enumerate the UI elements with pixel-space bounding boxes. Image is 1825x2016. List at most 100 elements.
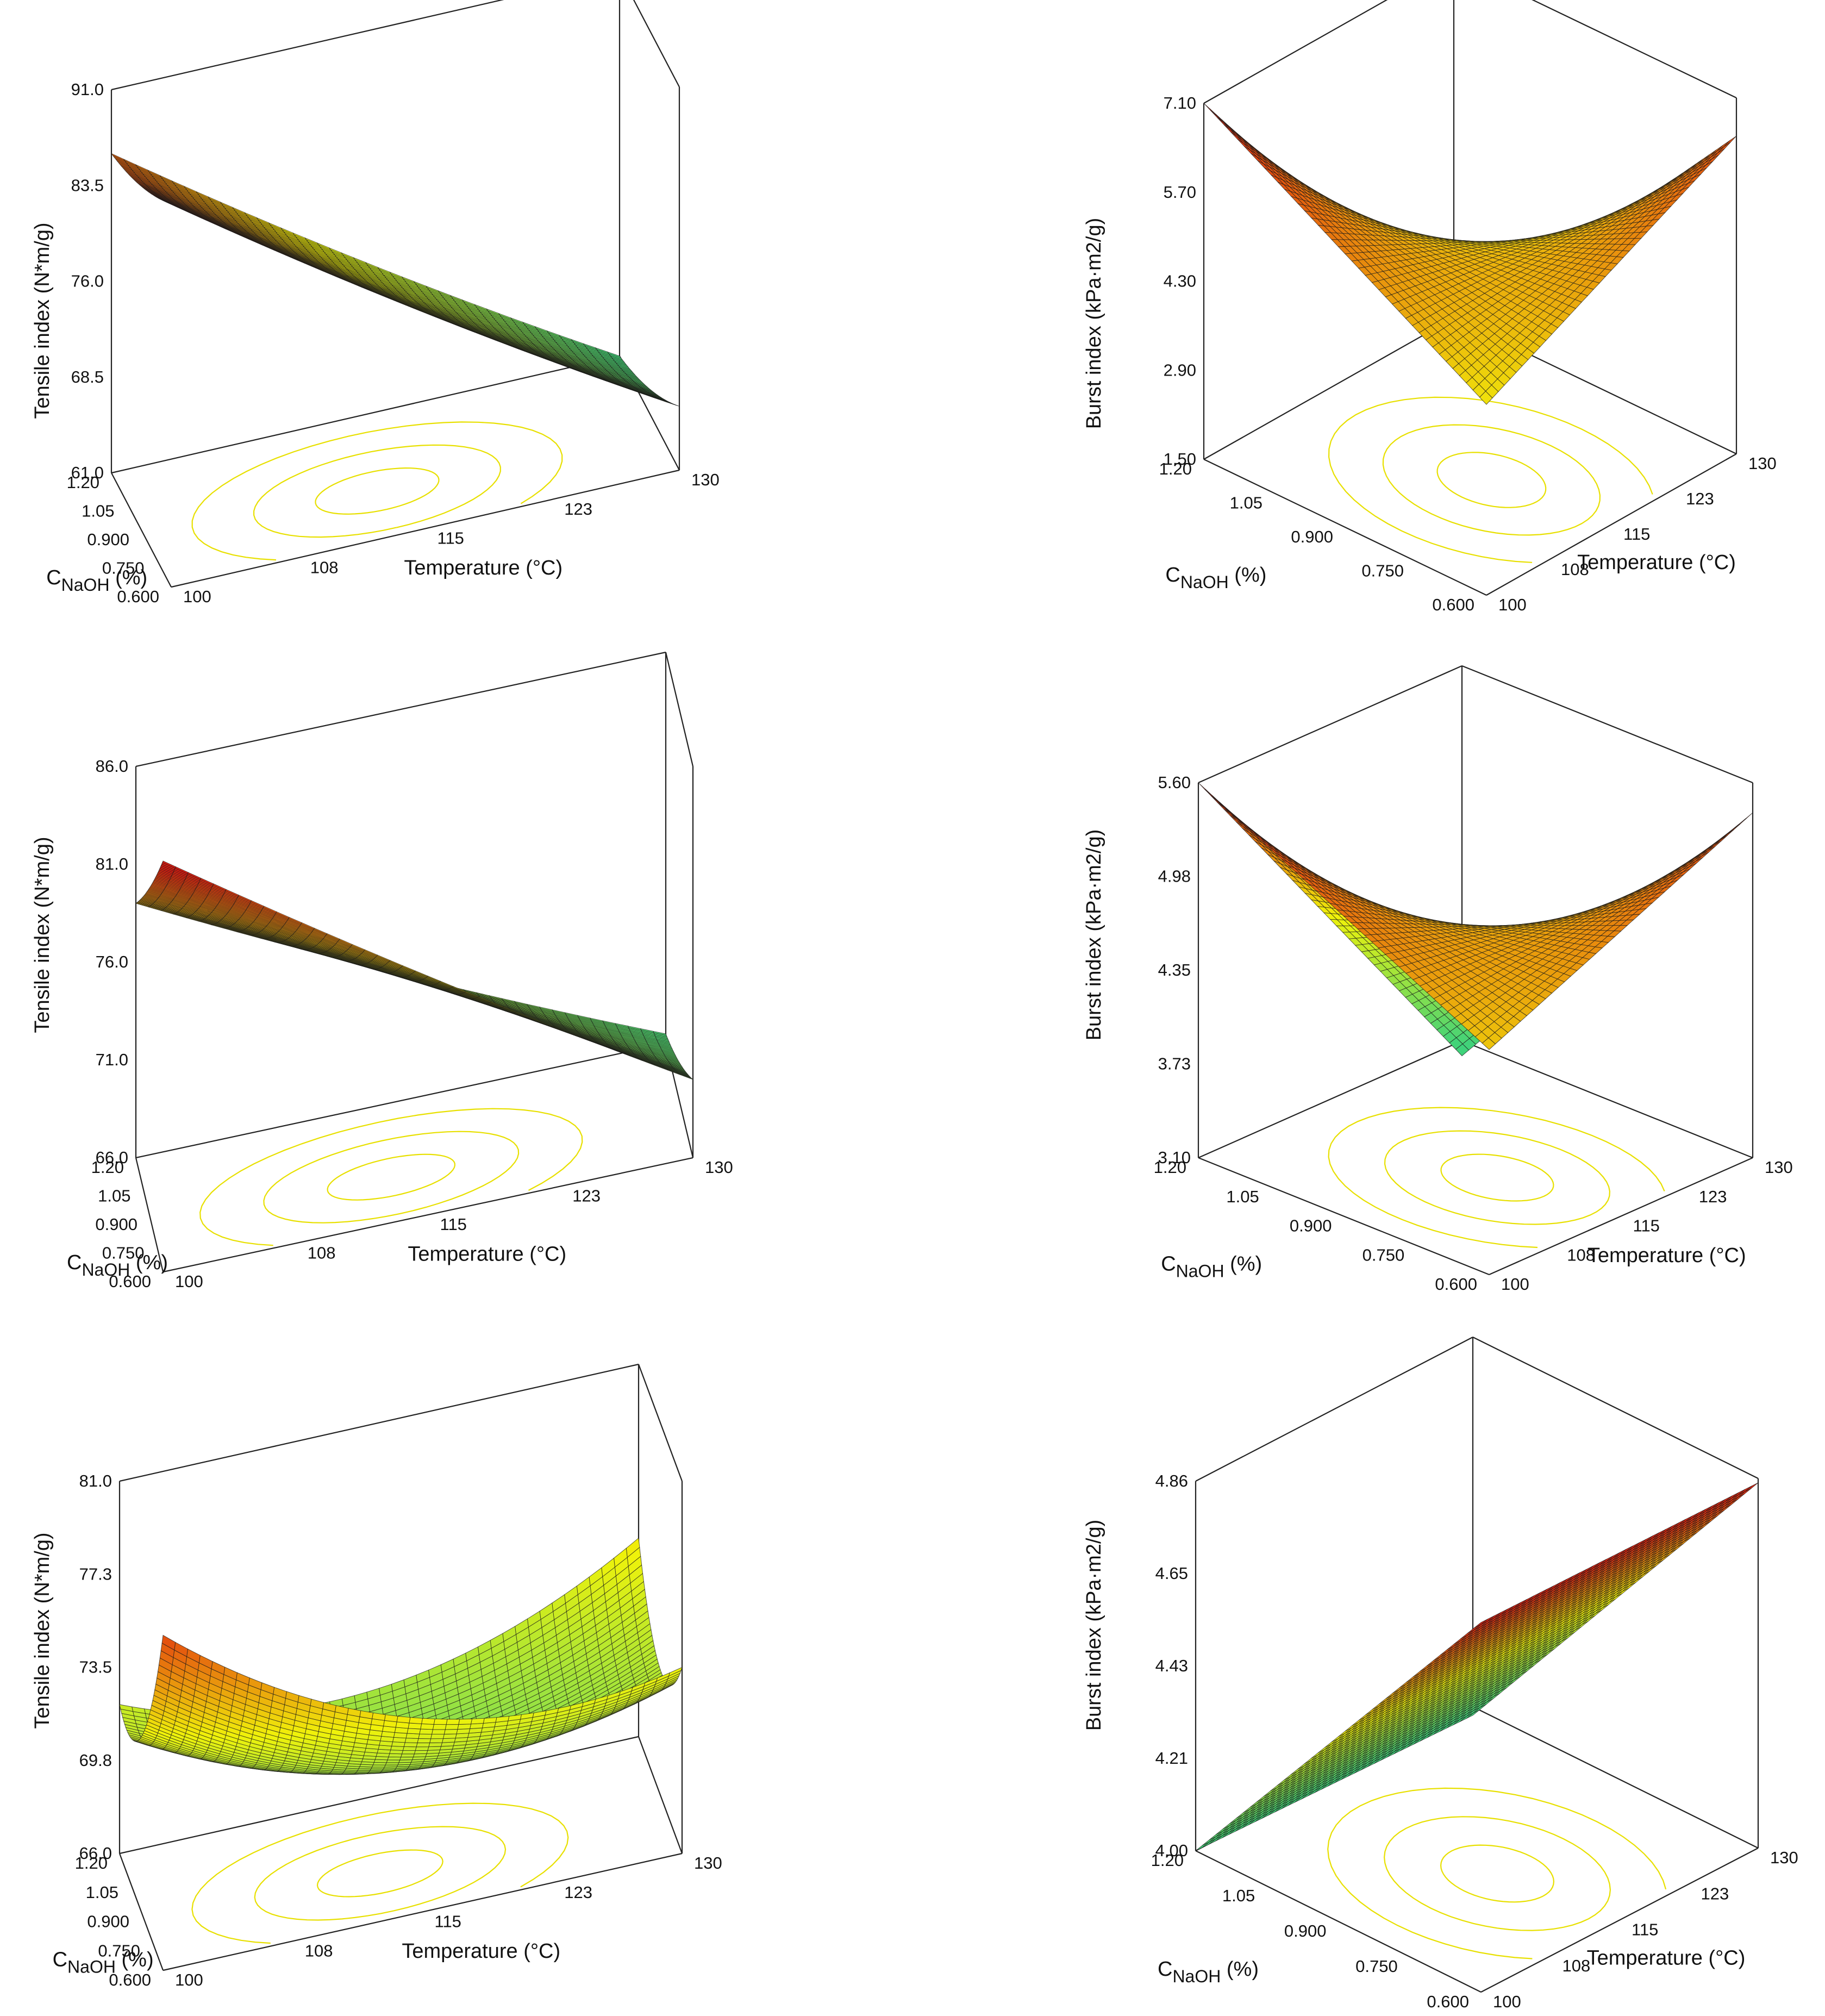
x-axis-title: CNaOH (%): [46, 566, 147, 595]
y-tick-label: 115: [1632, 1920, 1658, 1939]
x-tick-label: 0.600: [109, 1970, 151, 1989]
z-tick-label: 81.0: [79, 1471, 112, 1490]
y-tick-label: 123: [1701, 1884, 1729, 1903]
y-tick-label: 100: [175, 1970, 203, 1989]
x-axis-title: CNaOH (%): [53, 1949, 154, 1977]
x-tick-label: 0.750: [98, 1941, 140, 1960]
z-axis-title: Tensile index (N*m/g): [31, 222, 54, 419]
axes-box: [1197, 665, 1754, 1276]
x-tick-label: 0.900: [87, 530, 129, 549]
contour-line: [327, 1153, 456, 1201]
chart-panel-6: 4.00 4.21 4.43 4.65 4.86 1.20 1.05 0.900 0.750 0.…: [1083, 1337, 1798, 2011]
y-tick-label: 100: [1501, 1275, 1529, 1294]
z-tick-label: 4.65: [1155, 1564, 1188, 1583]
z-tick-label: 91.0: [71, 80, 104, 99]
x-tick-label: 0.600: [1432, 595, 1474, 614]
contour-line: [191, 1802, 569, 1944]
x-axis-ticks: 1.20 1.05 0.900 0.750 0.600: [1151, 1851, 1469, 2011]
x-tick-label: 0.600: [1435, 1275, 1477, 1294]
x-tick-label: 1.20: [75, 1853, 108, 1873]
axis-edge: [1480, 1848, 1759, 1993]
y-tick-label: 115: [1633, 1216, 1660, 1235]
x-axis-ticks: 1.20 1.05 0.900 0.750 0.600: [1154, 1158, 1477, 1294]
chart-panel-3: 66.0 71.0 76.0 81.0 86.0 1.20 1.05 0.900 0.750 0.…: [31, 651, 733, 1291]
x-axis-title: CNaOH (%): [1158, 1958, 1259, 1986]
axis-edge: [135, 1157, 164, 1272]
y-tick-label: 108: [1561, 560, 1589, 579]
y-axis-title: Temperature (°C): [1577, 551, 1736, 574]
z-tick-label: 83.5: [71, 176, 104, 195]
y-axis-title: Temperature (°C): [408, 1243, 566, 1266]
x-axis-ticks: 1.20 1.05 0.900 0.750 0.600: [67, 473, 159, 606]
axis-edge: [1461, 1040, 1753, 1159]
axis-edge: [1198, 665, 1462, 784]
response-surface: [1203, 103, 1737, 405]
y-tick-label: 130: [691, 470, 720, 489]
z-tick-label: 71.0: [96, 1050, 128, 1069]
y-tick-label: 108: [1562, 1956, 1591, 1975]
z-tick-label: 73.5: [79, 1658, 112, 1677]
y-tick-label: 100: [1498, 595, 1527, 614]
x-tick-label: 0.900: [1284, 1921, 1327, 1940]
axis-edge: [1195, 1337, 1473, 1482]
y-tick-label: 108: [310, 558, 339, 577]
x-tick-label: 1.05: [98, 1187, 130, 1206]
z-axis-title: Tensile index (N*m/g): [31, 837, 54, 1033]
axis-edge: [171, 469, 680, 588]
y-tick-label: 108: [305, 1941, 333, 1960]
z-tick-label: 3.10: [1158, 1148, 1191, 1167]
axis-edge: [1198, 1157, 1490, 1276]
z-tick-label: 1.50: [1164, 450, 1196, 469]
y-tick-label: 108: [308, 1244, 336, 1263]
x-tick-label: 1.05: [82, 502, 114, 521]
y-tick-label: 100: [183, 587, 211, 606]
y-tick-label: 123: [564, 500, 592, 519]
contour-line: [1384, 1130, 1611, 1225]
axis-edge: [1195, 1850, 1482, 1993]
chart-panel-2: 1.50 2.90 4.30 5.70 7.10 1.20 1.05 0.900 0.750 0.…: [1083, 0, 1777, 614]
z-tick-label: 5.60: [1158, 773, 1191, 792]
z-tick-label: 68.5: [71, 367, 104, 386]
y-tick-label: 123: [1686, 489, 1714, 508]
chart-panel-5: 66.0 69.8 73.5 77.3 81.0 1.20 1.05 0.900 0.750 0.…: [31, 1363, 722, 1989]
response-surface: [135, 860, 693, 1080]
x-tick-label: 0.600: [109, 1272, 151, 1291]
x-tick-label: 0.900: [95, 1215, 138, 1234]
x-axis-title: CNaOH (%): [67, 1251, 168, 1279]
contour-line: [1440, 1153, 1554, 1202]
y-tick-label: 115: [1623, 525, 1650, 544]
x-tick-label: 1.20: [1159, 459, 1192, 478]
axis-edge: [638, 1364, 683, 1482]
z-axis-title: Tensile index (N*m/g): [31, 1532, 54, 1728]
z-tick-label: 4.00: [1155, 1841, 1188, 1860]
floor-contours: [1327, 1787, 1667, 1959]
floor-contours: [1328, 1107, 1665, 1249]
axis-edge: [119, 1736, 639, 1855]
z-tick-label: 4.30: [1164, 272, 1196, 291]
x-axis-ticks: 1.20 1.05 0.900 0.750 0.600: [1159, 459, 1474, 614]
y-tick-label: 123: [1699, 1187, 1727, 1206]
y-tick-label: 130: [1770, 1848, 1798, 1867]
y-tick-label: 130: [694, 1853, 722, 1873]
contour-line: [316, 1849, 443, 1898]
y-tick-label: 130: [1748, 454, 1777, 473]
y-axis-ticks: 100 108 115 123 130: [1493, 1848, 1798, 2011]
axes-box: [1203, 0, 1738, 596]
axis-edge: [1203, 459, 1487, 596]
y-tick-label: 130: [1765, 1158, 1793, 1177]
response-surface: [1195, 1482, 1759, 1851]
y-tick-label: 123: [564, 1883, 592, 1902]
y-tick-label: 108: [1567, 1245, 1595, 1264]
z-tick-label: 4.86: [1155, 1471, 1188, 1490]
x-tick-label: 0.900: [1291, 527, 1333, 546]
z-tick-label: 76.0: [96, 952, 128, 971]
x-tick-label: 1.20: [67, 473, 99, 492]
z-tick-label: 69.8: [79, 1751, 112, 1770]
z-tick-label: 81.0: [96, 854, 128, 873]
z-tick-label: 61.0: [71, 463, 104, 482]
y-tick-label: 100: [1493, 1992, 1521, 2011]
x-tick-label: 0.600: [117, 587, 159, 606]
x-tick-label: 0.750: [1362, 1245, 1405, 1264]
contour-line: [1328, 1107, 1665, 1249]
